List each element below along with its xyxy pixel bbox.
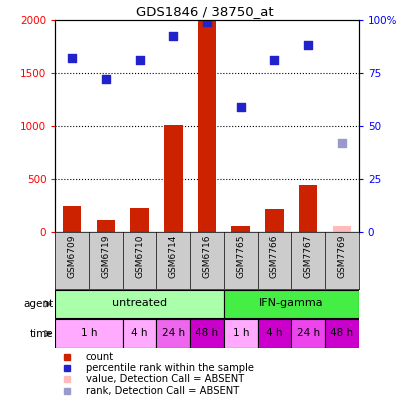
Text: 48 h: 48 h (330, 328, 353, 338)
Bar (122, 319, 156, 348)
Bar (265, 209, 283, 232)
Bar (164, 125, 182, 232)
Bar (55, 290, 223, 318)
Point (136, 57, 143, 63)
Bar (231, 226, 249, 232)
Bar (63, 206, 81, 232)
Text: GSM6710: GSM6710 (135, 234, 144, 278)
Text: GDS1846 / 38750_at: GDS1846 / 38750_at (136, 5, 273, 18)
Text: count: count (85, 352, 114, 362)
Point (338, 139, 344, 146)
Bar (223, 319, 257, 348)
Point (304, 42, 311, 48)
Bar (223, 290, 358, 318)
Text: value, Detection Call = ABSENT: value, Detection Call = ABSENT (85, 375, 243, 385)
Text: untreated: untreated (112, 298, 167, 308)
Text: GSM7769: GSM7769 (337, 234, 346, 278)
Text: GSM6719: GSM6719 (101, 234, 110, 278)
Text: rank, Detection Call = ABSENT: rank, Detection Call = ABSENT (85, 386, 238, 396)
Text: time: time (29, 329, 53, 339)
Point (69, 55, 75, 61)
Bar (190, 319, 223, 348)
Bar (324, 319, 358, 348)
Text: GSM7766: GSM7766 (269, 234, 278, 278)
Text: 1 h: 1 h (232, 328, 248, 338)
Bar (291, 319, 324, 348)
Point (102, 75, 109, 82)
Point (270, 57, 277, 63)
Text: 1 h: 1 h (81, 328, 97, 338)
Text: GSM6709: GSM6709 (67, 234, 76, 278)
Bar (257, 319, 291, 348)
Text: 24 h: 24 h (162, 328, 184, 338)
Point (170, 32, 176, 39)
Text: 48 h: 48 h (195, 328, 218, 338)
Text: 24 h: 24 h (296, 328, 319, 338)
Bar (156, 319, 190, 348)
Text: 4 h: 4 h (131, 328, 148, 338)
Point (203, 19, 210, 25)
Text: percentile rank within the sample: percentile rank within the sample (85, 363, 253, 373)
Text: agent: agent (23, 299, 53, 309)
Bar (97, 220, 115, 232)
Bar (298, 185, 317, 232)
Bar (197, 20, 216, 232)
Text: GSM7765: GSM7765 (236, 234, 245, 278)
Bar (130, 208, 148, 232)
Bar (55, 319, 122, 348)
Point (237, 103, 243, 110)
Text: GSM6714: GSM6714 (169, 234, 178, 278)
Text: GSM6716: GSM6716 (202, 234, 211, 278)
Text: IFN-gamma: IFN-gamma (258, 298, 323, 308)
Text: GSM7767: GSM7767 (303, 234, 312, 278)
Bar (332, 226, 350, 232)
Text: 4 h: 4 h (265, 328, 282, 338)
